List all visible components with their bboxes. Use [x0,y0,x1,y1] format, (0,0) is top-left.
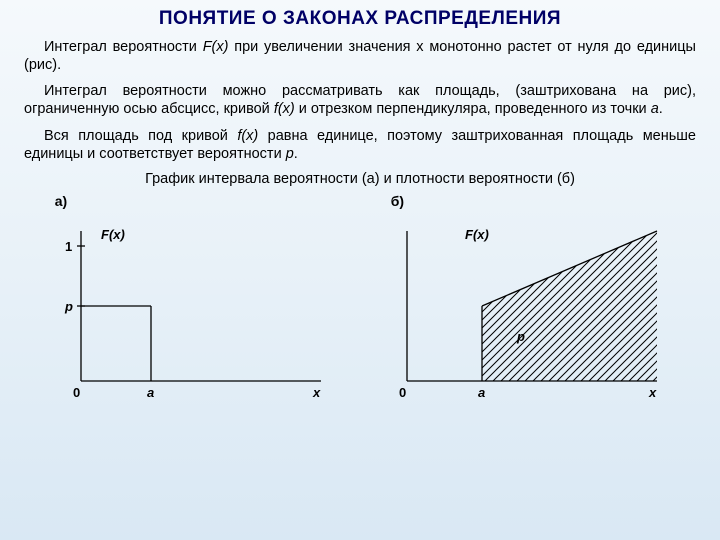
p2-d: . [659,101,663,117]
chart-b-svg: F(x) p 0 a x [367,211,677,411]
p2-b: и отрезком перпендикуляра, проведенного … [295,101,651,117]
chart-b-p-label: p [516,329,525,344]
p3-fn: f(x) [237,128,258,144]
paragraph-3: Вся площадь под кривой f(x) равна единиц… [24,127,696,163]
chart-a-ylabel-p: p [64,299,73,314]
chart-a-ylabel-1: 1 [65,239,72,254]
p3-c: p [286,146,294,162]
charts-caption: График интервала вероятности (а) и плотн… [24,171,696,187]
p1-pre: Интеграл вероятности [44,39,203,55]
chart-b-x-axis-label: x [648,385,657,400]
chart-b-hatched-area [482,231,657,381]
chart-b-xlabel-a: a [478,385,485,400]
chart-a-svg: F(x) 1 p 0 a x [31,211,341,411]
p3-a: Вся площадь под кривой [44,128,237,144]
chart-b-col: б) F(x) p 0 a x [367,193,690,411]
chart-a-xlabel-a: a [147,385,154,400]
chart-b-label: б) [367,193,690,209]
p2-c: а [651,101,659,117]
paragraph-1: Интеграл вероятности F(x) при увеличении… [24,38,696,74]
paragraph-2: Интеграл вероятности можно рассматривать… [24,82,696,118]
charts-row: а) F(x) 1 p 0 a x б) [24,193,696,411]
chart-b-y-label: F(x) [465,227,489,242]
p1-fn: F(x) [203,39,229,55]
page-title: ПОНЯТИЕ О ЗАКОНАХ РАСПРЕДЕЛЕНИЯ [24,8,696,30]
p3-d: . [294,146,298,162]
chart-b-xlabel-0: 0 [399,385,406,400]
chart-a-label: а) [31,193,354,209]
chart-a-x-axis-label: x [312,385,321,400]
chart-a-col: а) F(x) 1 p 0 a x [31,193,354,411]
p2-fn: f(x) [274,101,295,117]
chart-a-y-label: F(x) [101,227,125,242]
chart-a-xlabel-0: 0 [73,385,80,400]
